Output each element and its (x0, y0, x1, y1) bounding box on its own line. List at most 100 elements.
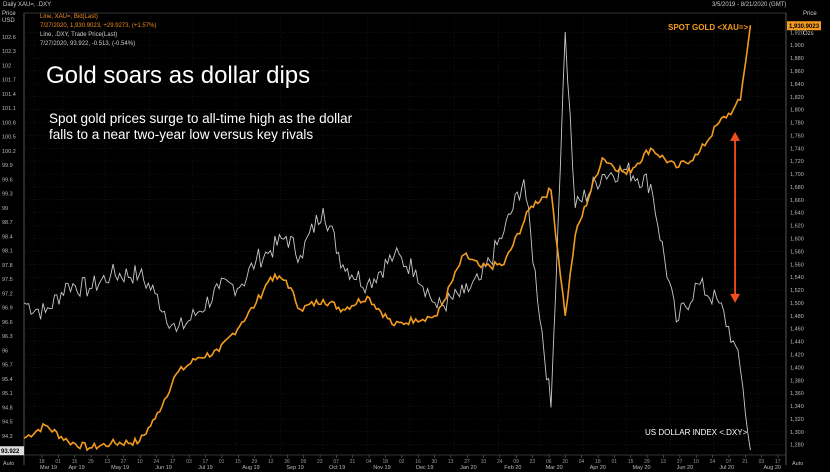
date-range: 3/5/2019 - 8/21/2020 (GMT) (712, 2, 787, 8)
right-tick-label: 1,900 (790, 43, 804, 49)
x-tick-label: Aug 20 (764, 465, 781, 471)
x-tick-label: Jul 19 (198, 465, 213, 471)
dxy-current-value-box (0, 446, 24, 456)
left-tick-label: 97.8 (2, 263, 13, 269)
x-minor-tick-label: 09 (301, 459, 307, 465)
x-tick-label: Sep 19 (286, 465, 303, 471)
left-tick-label: 98.7 (2, 220, 13, 226)
series-line-dxy (23, 31, 751, 451)
right-tick-label: 1,520 (790, 288, 804, 294)
right-tick-label: 1,860 (790, 69, 804, 75)
right-tick-label: 1,740 (790, 146, 804, 152)
x-minor-tick-label: 06 (546, 459, 552, 465)
x-minor-tick-label: 15 (628, 459, 634, 465)
x-minor-tick-label: 13 (448, 459, 454, 465)
x-tick-label: Jan 20 (460, 465, 477, 471)
x-minor-tick-label: 03 (759, 459, 765, 465)
left-axis-unit: USD (2, 18, 15, 24)
right-tick-label: 1,480 (790, 314, 804, 320)
x-minor-tick-label: 01 (55, 459, 61, 465)
left-tick-label: 99.6 (2, 177, 13, 183)
dxy-series-annotation: US DOLLAR INDEX <.DXY> (645, 428, 748, 437)
left-axis-footer: Auto (3, 461, 14, 467)
x-minor-tick-label: 01 (219, 459, 225, 465)
right-axis-unit: Ozs (803, 31, 814, 37)
left-tick-label: 95.7 (2, 363, 13, 369)
right-axis: 1,920 1,900 1,880 1,860 1,840 1,820 1,800 1,780… (787, 21, 821, 467)
x-minor-tick-label: 16 (415, 459, 421, 465)
right-tick-label: 1,840 (790, 82, 804, 88)
x-minor-tick-label: 10 (693, 459, 699, 465)
left-tick-label: 95.4 (2, 377, 13, 383)
right-tick-label: 1,320 (790, 417, 804, 423)
left-tick-label: 97.2 (2, 291, 13, 297)
right-tick-label: 1,680 (790, 185, 804, 191)
x-minor-tick-label: 15 (235, 459, 241, 465)
left-tick-label: 100.8 (2, 120, 16, 126)
x-tick-label: Jun 20 (677, 465, 694, 471)
x-tick-label: May 19 (111, 465, 129, 471)
left-tick-label: 98.4 (2, 234, 13, 240)
right-tick-label: 1,440 (790, 340, 804, 346)
grid-lines (23, 12, 787, 465)
right-tick-label: 1,560 (790, 262, 804, 268)
x-tick-label: May 20 (632, 465, 650, 471)
headline: Gold soars as dollar dips (46, 62, 311, 89)
right-tick-label: 1,880 (790, 56, 804, 62)
right-tick-label: 1,620 (790, 224, 804, 230)
left-tick-label: 96.9 (2, 306, 13, 312)
gold-current-value-label: 1,930.9023 (789, 24, 820, 30)
annotation-layer: SPOT GOLD <XAU=> US DOLLAR INDEX <.DXY> (645, 23, 749, 437)
x-tick-label: Nov 19 (373, 465, 390, 471)
x-minor-tick-label: 24 (153, 459, 159, 465)
x-tick-label: Jul 20 (719, 465, 734, 471)
x-minor-tick-label: 03 (186, 459, 192, 465)
x-minor-tick-label: 23 (317, 459, 323, 465)
right-axis-footer: Auto (792, 461, 803, 467)
left-axis-title: Price (2, 11, 16, 17)
left-tick-label: 94.5 (2, 420, 13, 426)
right-tick-label: 1,600 (790, 237, 804, 243)
x-tick-label: Aug 19 (242, 465, 259, 471)
x-minor-tick-label: 01 (611, 459, 617, 465)
x-minor-tick-label: 27 (121, 459, 127, 465)
right-tick-label: 1,500 (790, 301, 804, 307)
left-tick-label: 94.2 (2, 434, 13, 440)
x-tick-label: Mar 20 (546, 465, 563, 471)
x-minor-tick-label: 23 (530, 459, 536, 465)
right-tick-label: 1,540 (790, 275, 804, 281)
x-minor-tick-label: 29 (644, 459, 650, 465)
x-minor-tick-label: 29 (88, 459, 94, 465)
right-tick-label: 1,780 (790, 121, 804, 127)
left-tick-label: 96.3 (2, 334, 13, 340)
x-minor-tick-label: 17 (203, 459, 209, 465)
right-tick-label: 1,340 (790, 404, 804, 410)
x-minor-tick-label: 29 (252, 459, 258, 465)
x-minor-tick-label: 07 (726, 459, 732, 465)
right-tick-label: 1,400 (790, 365, 804, 371)
window-title: Daily XAU=, .DXY (3, 2, 52, 8)
left-tick-label: 96.6 (2, 320, 13, 326)
left-tick-label: 98.1 (2, 249, 13, 255)
left-tick-label: 102 (2, 63, 11, 69)
x-minor-tick-label: 04 (366, 459, 372, 465)
right-tick-label: 1,800 (790, 108, 804, 114)
x-minor-tick-label: 09 (513, 459, 519, 465)
x-minor-tick-label: 30 (432, 459, 438, 465)
left-tick-label: 99 (2, 206, 8, 212)
x-minor-tick-label: 17 (170, 459, 176, 465)
x-minor-tick-label: 24 (497, 459, 503, 465)
right-tick-label: 1,660 (790, 198, 804, 204)
left-axis: 102.6 102.3 102 101.7 101.4 101.1 100.8 100.5 10… (0, 35, 24, 467)
right-tick-label: 1,700 (790, 172, 804, 178)
left-tick-label: 95.1 (2, 391, 13, 397)
subheadline: Spot gold prices surge to all-time high … (49, 111, 353, 142)
right-tick-label: 1,920 (790, 30, 804, 36)
x-minor-tick-label: 02 (399, 459, 405, 465)
left-tick-label: 96 (2, 348, 8, 354)
x-minor-tick-label: 10 (137, 459, 143, 465)
left-tick-label: 94.8 (2, 405, 13, 411)
right-tick-label: 1,300 (790, 430, 804, 436)
x-minor-tick-label: 18 (39, 459, 45, 465)
